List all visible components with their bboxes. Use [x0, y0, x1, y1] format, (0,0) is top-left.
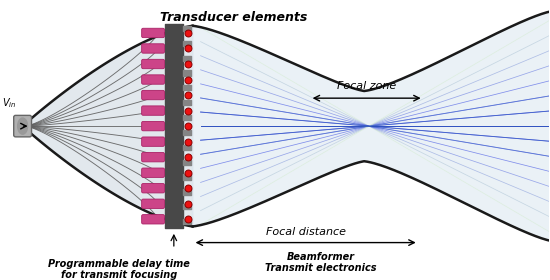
FancyBboxPatch shape	[142, 90, 164, 100]
Polygon shape	[23, 26, 192, 227]
FancyBboxPatch shape	[142, 75, 164, 84]
Text: Focal distance: Focal distance	[266, 227, 345, 237]
FancyBboxPatch shape	[142, 122, 164, 131]
FancyBboxPatch shape	[142, 44, 164, 53]
FancyBboxPatch shape	[142, 153, 164, 162]
Text: $V_{in}$: $V_{in}$	[2, 96, 16, 110]
Ellipse shape	[18, 118, 28, 134]
Text: Transducer elements: Transducer elements	[160, 11, 307, 24]
Text: Beamformer
Transmit electronics: Beamformer Transmit electronics	[265, 251, 376, 273]
Text: Programmable delay time
for transmit focusing: Programmable delay time for transmit foc…	[48, 259, 190, 280]
FancyBboxPatch shape	[142, 168, 164, 178]
Polygon shape	[192, 11, 550, 242]
FancyBboxPatch shape	[142, 214, 164, 224]
FancyBboxPatch shape	[142, 28, 164, 38]
FancyBboxPatch shape	[142, 137, 164, 146]
Text: Focal zone: Focal zone	[337, 81, 396, 91]
FancyBboxPatch shape	[142, 199, 164, 208]
FancyBboxPatch shape	[142, 184, 164, 193]
FancyBboxPatch shape	[142, 106, 164, 115]
FancyBboxPatch shape	[142, 59, 164, 69]
FancyBboxPatch shape	[14, 115, 31, 137]
